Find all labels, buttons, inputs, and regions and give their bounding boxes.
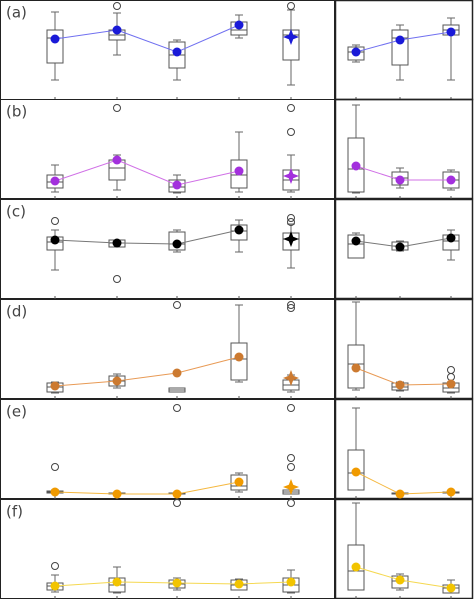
mean-point — [234, 477, 244, 487]
mean-point — [172, 47, 182, 57]
mean-point — [172, 578, 182, 588]
panel-label: (d) — [6, 303, 27, 321]
panel-label: (b) — [6, 103, 27, 121]
mean-point — [172, 368, 182, 378]
outlier — [287, 218, 295, 226]
panel-frame — [334, 398, 474, 500]
mean-point — [234, 225, 244, 235]
mean-star — [283, 479, 299, 495]
mean-point — [112, 155, 122, 165]
mean-point — [446, 233, 456, 243]
mean-point — [172, 489, 182, 499]
mean-line — [54, 229, 240, 245]
mean-point — [446, 379, 456, 389]
mean-line — [54, 481, 240, 495]
panel-frame — [0, 199, 335, 299]
outlier — [287, 214, 295, 222]
outlier — [113, 104, 121, 112]
outlier — [287, 2, 295, 10]
mean-point — [351, 161, 361, 171]
mean-point — [50, 581, 60, 591]
mean-point — [351, 562, 361, 572]
panel-label: (e) — [6, 403, 27, 421]
mean-point — [50, 381, 60, 391]
mean-point — [50, 176, 60, 186]
mean-line — [54, 356, 240, 387]
mean-point — [446, 583, 456, 593]
mean-point — [351, 47, 361, 57]
mean-point — [234, 352, 244, 362]
mean-point — [395, 35, 405, 45]
mean-point — [446, 487, 456, 497]
panel-frame — [0, 399, 335, 499]
box — [391, 29, 409, 66]
panel-frame — [334, 198, 474, 300]
mean-point — [395, 380, 405, 390]
mean-point — [351, 467, 361, 477]
outlier — [113, 275, 121, 283]
panel-label: (c) — [6, 203, 26, 221]
mean-line — [355, 471, 452, 495]
outlier — [287, 404, 295, 412]
outlier — [113, 2, 121, 10]
outlier — [287, 499, 295, 507]
panel-label: (f) — [6, 503, 23, 521]
panel-frame — [0, 299, 335, 399]
mean-point — [446, 27, 456, 37]
mean-point — [446, 175, 456, 185]
mean-point — [112, 489, 122, 499]
mean-point — [286, 577, 296, 587]
panel-frame — [0, 99, 335, 199]
mean-point — [172, 239, 182, 249]
outlier — [173, 499, 181, 507]
outlier — [287, 104, 295, 112]
outlier — [51, 562, 59, 570]
mean-point — [395, 575, 405, 585]
panel-frame — [334, 98, 474, 200]
mean-star — [283, 168, 299, 184]
mean-point — [50, 34, 60, 44]
mean-point — [112, 238, 122, 248]
mean-star — [283, 370, 299, 386]
outlier — [287, 463, 295, 471]
panel-label: (a) — [6, 4, 27, 22]
mean-point — [112, 376, 122, 386]
mean-point — [234, 20, 244, 30]
mean-point — [112, 25, 122, 35]
mean-point — [112, 577, 122, 587]
mean-point — [351, 236, 361, 246]
outlier — [287, 301, 295, 309]
mean-point — [234, 579, 244, 589]
mean-point — [50, 235, 60, 245]
mean-point — [351, 363, 361, 373]
outlier — [51, 217, 59, 225]
mean-point — [50, 487, 60, 497]
mean-point — [395, 175, 405, 185]
outlier — [173, 404, 181, 412]
mean-point — [395, 489, 405, 499]
outlier — [447, 366, 455, 374]
outlier — [51, 463, 59, 471]
outlier — [447, 373, 455, 381]
mean-line — [54, 159, 240, 186]
mean-point — [395, 242, 405, 252]
outlier — [287, 128, 295, 136]
mean-point — [234, 166, 244, 176]
outlier — [287, 454, 295, 462]
mean-star — [283, 29, 299, 45]
mean-line — [54, 24, 240, 53]
outlier — [287, 304, 295, 312]
mean-star — [283, 231, 299, 247]
panel-frame — [334, 298, 474, 400]
outlier — [173, 301, 181, 309]
mean-point — [172, 180, 182, 190]
